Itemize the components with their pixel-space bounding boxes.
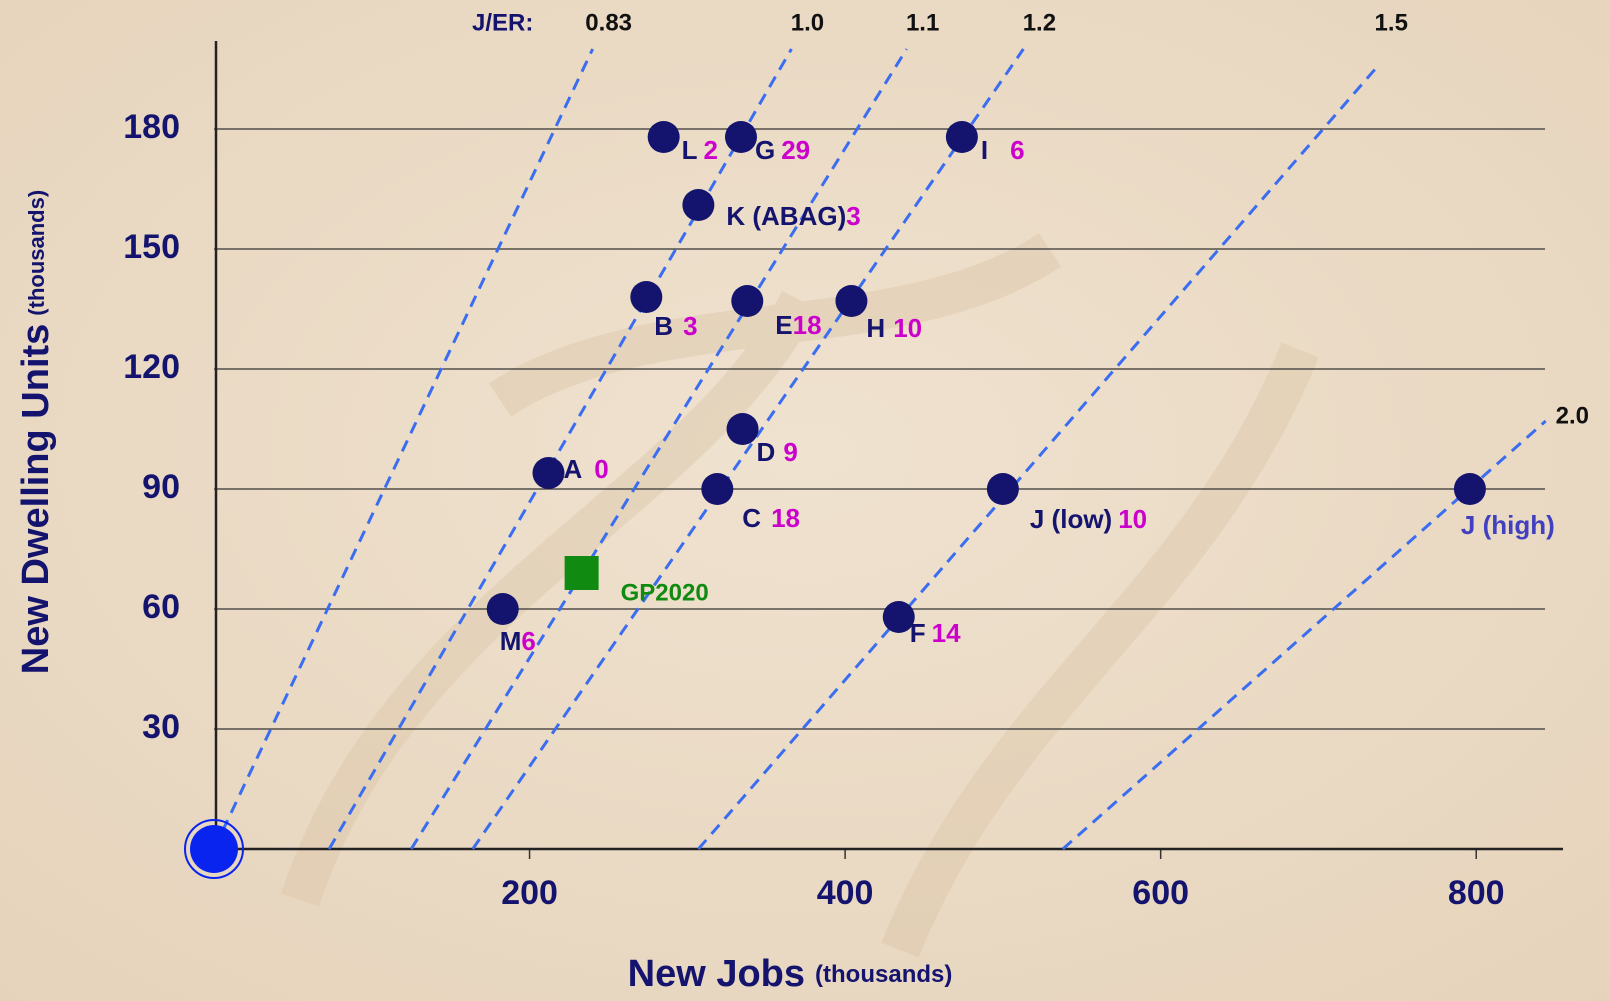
- origin-marker: [190, 825, 238, 873]
- point-label: C 18: [742, 503, 800, 533]
- ratio-label: 1.5: [1375, 9, 1408, 36]
- data-point: [532, 457, 565, 489]
- point-note: 18: [793, 310, 822, 340]
- x-tick-label: 800: [1448, 874, 1505, 912]
- ratio-line: [409, 48, 908, 850]
- data-point: [731, 285, 764, 317]
- point-label: E18: [775, 310, 821, 340]
- y-tick-label: 30: [142, 708, 180, 746]
- data-point: [835, 285, 868, 317]
- y-tick-label: 150: [123, 228, 180, 266]
- point-name: I: [981, 135, 988, 165]
- point-name: B: [654, 311, 673, 341]
- x-axis-title-main: New Jobs: [628, 953, 805, 995]
- point-label: G 29: [755, 135, 810, 165]
- point-name: H: [866, 313, 885, 343]
- point-label: H 10: [866, 313, 922, 343]
- point-name: J (high): [1461, 510, 1555, 540]
- y-tick-label: 90: [142, 468, 180, 506]
- x-axis-title: New Jobs (thousands): [628, 953, 953, 995]
- x-axis-title-unit: (thousands): [815, 961, 952, 988]
- data-point: [630, 281, 663, 313]
- point-note: 18: [771, 503, 800, 533]
- x-tick-label: 400: [817, 874, 874, 912]
- ratio-line: [697, 68, 1377, 850]
- point-note: 3: [683, 311, 697, 341]
- ratio-label: 1.1: [906, 9, 939, 36]
- point-note: 3: [846, 201, 860, 231]
- point-name: C: [742, 503, 761, 533]
- point-name: J (low): [1030, 504, 1112, 534]
- ratio-title: J/ER:: [472, 9, 533, 36]
- point-name: M: [500, 626, 522, 656]
- data-point: [647, 121, 680, 153]
- x-tick-label: 200: [501, 874, 558, 912]
- point-name: A: [563, 454, 582, 484]
- point-note: 2: [704, 135, 718, 165]
- decoration: [281, 233, 1319, 958]
- ratio-label: 1.2: [1023, 9, 1056, 36]
- y-tick-label: 180: [123, 108, 180, 146]
- point-note: 29: [781, 135, 810, 165]
- data-point: [945, 121, 978, 153]
- y-tick-label: 120: [123, 348, 180, 386]
- point-note: 10: [1118, 504, 1147, 534]
- data-point: [1453, 473, 1486, 505]
- data-point: [682, 189, 715, 221]
- point-label: J (high): [1461, 510, 1555, 540]
- point-note: 6: [1010, 135, 1024, 165]
- data-point: [726, 413, 759, 445]
- point-name: K (ABAG): [726, 201, 846, 231]
- point-label: F 14: [910, 618, 961, 648]
- ratio-line: [1061, 419, 1547, 851]
- data-point: [701, 473, 734, 505]
- point-name: F: [910, 618, 926, 648]
- highlight-marker: [564, 556, 599, 590]
- x-tick-label: 600: [1132, 874, 1189, 912]
- ratio-line: [327, 48, 793, 850]
- highlight-label: GP2020: [621, 579, 709, 606]
- y-tick-label: 60: [142, 588, 180, 626]
- y-axis-title-main: New Dwelling Units: [15, 324, 57, 674]
- data-point: [724, 121, 757, 153]
- point-note: 6: [521, 626, 535, 656]
- point-label: M6: [500, 626, 536, 656]
- point-name: E: [775, 310, 792, 340]
- data-point: [986, 473, 1019, 505]
- y-axis-title: New Dwelling Units (thousands): [15, 190, 57, 674]
- point-note: 10: [893, 313, 922, 343]
- ratio-label: 2.0: [1556, 402, 1589, 429]
- point-note: 9: [783, 437, 797, 467]
- origin-ring: [184, 819, 244, 879]
- ratio-line: [212, 48, 595, 850]
- point-name: L: [682, 135, 698, 165]
- point-label: K (ABAG)3: [726, 201, 860, 231]
- ratio-line: [471, 48, 1025, 850]
- data-point: [486, 593, 519, 625]
- point-note: 14: [932, 618, 961, 648]
- point-label: J (low) 10: [1030, 504, 1147, 534]
- ratio-label: 1.0: [791, 9, 824, 36]
- point-name: G: [755, 135, 775, 165]
- y-axis-title-unit: (thousands): [24, 190, 49, 316]
- point-note: 0: [594, 454, 608, 484]
- ratio-label: 0.83: [585, 9, 632, 36]
- point-name: D: [757, 437, 776, 467]
- data-point: [882, 601, 915, 633]
